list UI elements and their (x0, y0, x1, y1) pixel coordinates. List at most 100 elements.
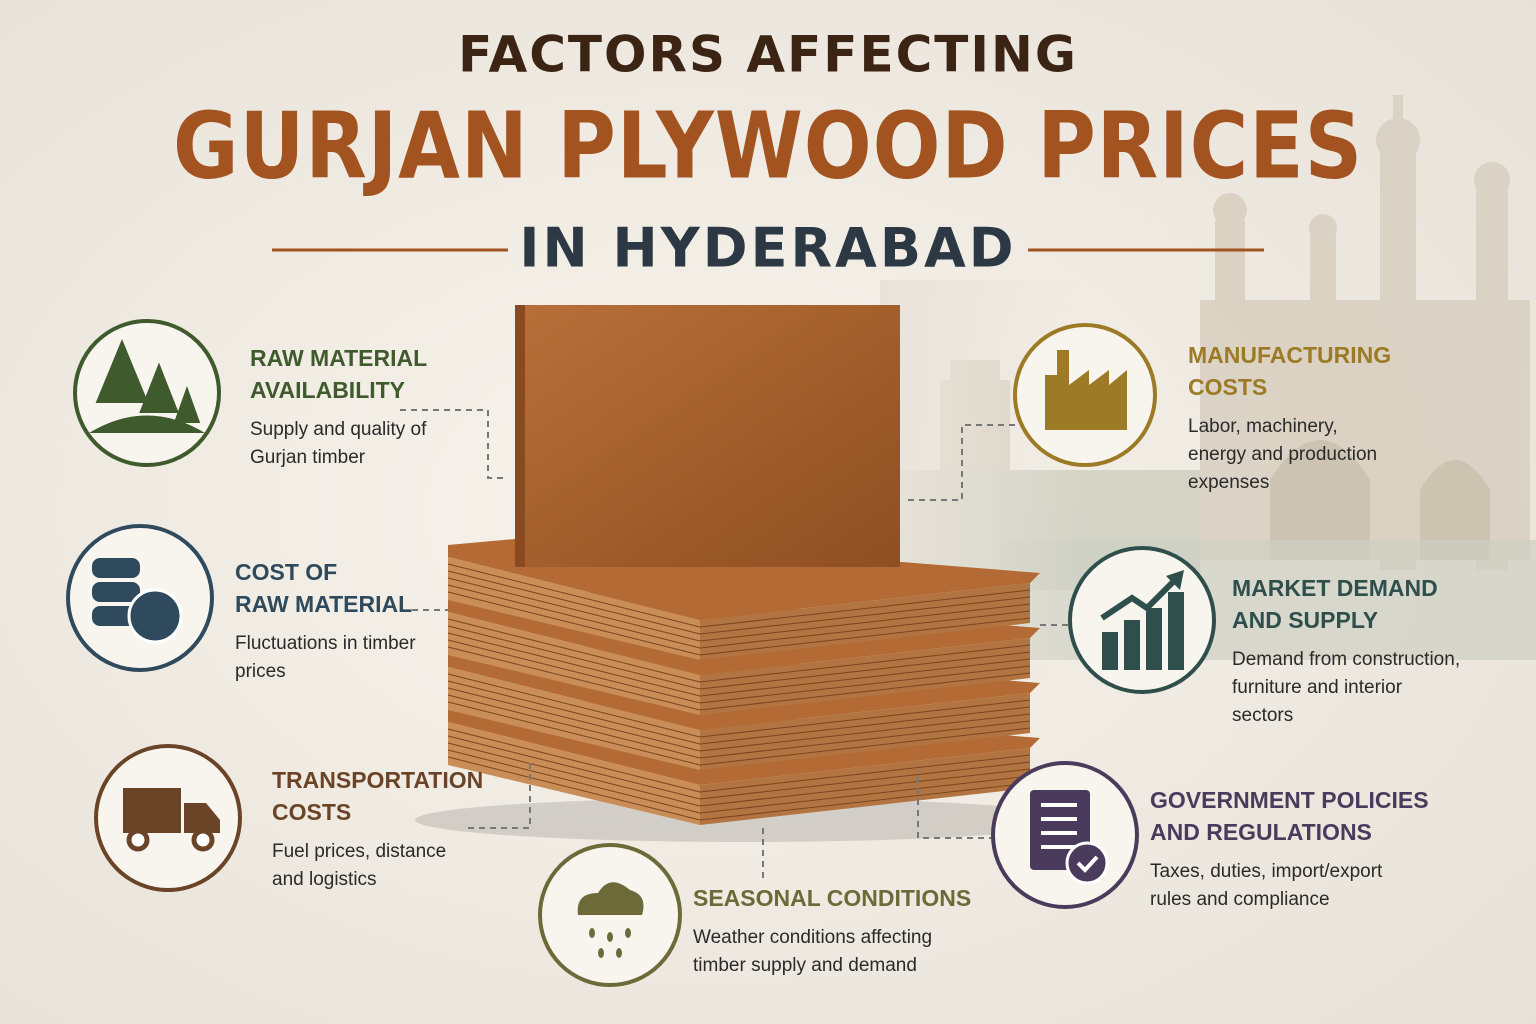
factor-description: prices (235, 661, 286, 682)
icon (607, 932, 613, 942)
ply-line (699, 720, 1031, 759)
connectors (400, 409, 1070, 880)
factor-description: and logistics (272, 869, 377, 890)
sheet-edge (448, 722, 700, 825)
factor-title: RAW MATERIAL (250, 345, 427, 371)
ply-line (447, 625, 701, 690)
icon (577, 882, 644, 915)
icon (1124, 620, 1140, 670)
sheet-edge (448, 612, 700, 715)
connector (905, 424, 1015, 501)
ply-line (447, 749, 701, 814)
factor-description: Labor, machinery, (1188, 416, 1338, 437)
icon (1166, 570, 1184, 590)
factor-ring (1068, 546, 1216, 694)
icon (1076, 855, 1099, 873)
header-line3: IN HYDERABAD (519, 217, 1016, 280)
factor-description: Taxes, duties, import/export (1150, 861, 1383, 882)
ply-line (447, 639, 701, 704)
icon (126, 828, 150, 852)
factor-title: AND SUPPLY (1232, 607, 1378, 633)
ply-line (699, 589, 1031, 628)
icon (1065, 841, 1109, 885)
ply-line (447, 742, 701, 807)
ply-line (447, 584, 701, 649)
ply-line (699, 596, 1031, 635)
sheet-edge (700, 583, 1030, 660)
ply-line (699, 775, 1031, 814)
factor-description: Fuel prices, distance (272, 841, 446, 862)
ply-line (447, 694, 701, 759)
ply-line (447, 728, 701, 793)
ply-line (699, 768, 1031, 807)
factor: GOVERNMENT POLICIES AND REGULATIONS Taxes,… (991, 761, 1429, 910)
factor-description: Demand from construction, (1232, 649, 1460, 670)
factor: TRANSPORTATION COSTS Fuel prices, distance… (94, 744, 483, 892)
ply-line (447, 680, 701, 745)
ply-line (699, 713, 1031, 752)
factor-title: MANUFACTURING (1188, 342, 1391, 368)
ply-line (699, 603, 1031, 642)
factor-ring (73, 319, 221, 467)
icon (92, 582, 140, 602)
icon (173, 386, 201, 423)
factor-title: COSTS (1188, 374, 1267, 400)
factor: MANUFACTURING COSTS Labor, machinery, energ… (1013, 323, 1391, 493)
factor-title: RAW MATERIAL (235, 591, 412, 617)
ply-line (699, 665, 1031, 704)
header-line1: FACTORS AFFECTING (458, 26, 1078, 84)
sheet-edge (700, 638, 1030, 715)
icon (616, 948, 622, 958)
ply-line (447, 701, 701, 766)
plywood-stack (415, 305, 1075, 842)
factor-description: expenses (1188, 472, 1269, 493)
ply-line (699, 706, 1031, 745)
ply-line (699, 651, 1031, 690)
factor: RAW MATERIAL AVAILABILITY Supply and quali… (73, 319, 427, 468)
factor-description: Weather conditions affecting (693, 927, 932, 948)
icon (1146, 608, 1162, 670)
icon (95, 339, 149, 403)
ply-line (699, 727, 1031, 766)
sheet-edge (700, 748, 1030, 825)
ply-line (699, 610, 1031, 649)
icon (1100, 575, 1180, 621)
factor-title: AVAILABILITY (250, 377, 405, 403)
ply-line (447, 673, 701, 738)
icon (127, 588, 183, 644)
ply-line (447, 570, 701, 635)
icon (1102, 632, 1118, 670)
icon (589, 928, 595, 938)
header-line2: GURJAN PLYWOOD PRICES (173, 92, 1363, 199)
factor-title: COST OF (235, 559, 337, 585)
icon (191, 828, 215, 852)
sheet-edge (700, 693, 1030, 770)
sheet-edge (448, 667, 700, 770)
ply-line (447, 687, 701, 752)
ply-line (699, 644, 1031, 683)
factor-description: Fluctuations in timber (235, 633, 416, 654)
icon (123, 788, 181, 833)
ply-line (447, 618, 701, 683)
factor: SEASONAL CONDITIONS Weather conditions af… (538, 843, 971, 987)
factor-title: MARKET DEMAND (1232, 575, 1438, 601)
ply-line (447, 577, 701, 642)
icon (625, 928, 631, 938)
icon (184, 803, 220, 833)
ply-line (447, 735, 701, 800)
connector (917, 770, 995, 839)
ply-line (699, 699, 1031, 738)
factor-title: COSTS (272, 799, 351, 825)
factor-title: SEASONAL CONDITIONS (693, 885, 971, 911)
icon (1045, 350, 1127, 430)
sheet-edge (448, 557, 700, 660)
icon (1168, 592, 1184, 670)
icon (598, 948, 604, 958)
ply-line (699, 658, 1031, 697)
factor-description: energy and production (1188, 444, 1377, 465)
ply-line (447, 756, 701, 821)
factor-title: TRANSPORTATION (272, 767, 483, 793)
ply-line (699, 754, 1031, 793)
factor-title: GOVERNMENT POLICIES (1150, 787, 1429, 813)
